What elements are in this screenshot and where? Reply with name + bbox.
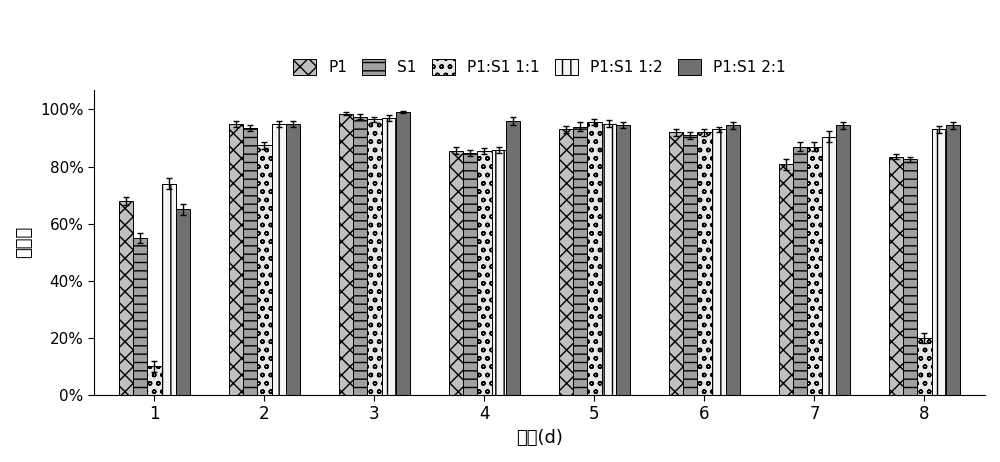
Bar bbox=[946, 125, 960, 395]
Bar bbox=[917, 338, 932, 395]
Bar bbox=[726, 125, 740, 395]
Bar bbox=[903, 159, 917, 395]
Bar bbox=[367, 120, 382, 395]
Bar bbox=[932, 129, 946, 395]
Bar bbox=[339, 114, 353, 395]
Bar bbox=[449, 151, 463, 395]
Bar bbox=[822, 137, 836, 395]
Bar bbox=[382, 118, 396, 395]
Bar bbox=[669, 132, 683, 395]
Bar bbox=[683, 135, 697, 395]
Bar bbox=[257, 145, 272, 395]
Bar bbox=[836, 125, 850, 395]
Bar bbox=[573, 127, 587, 395]
Bar bbox=[176, 209, 190, 395]
Bar bbox=[697, 132, 712, 395]
Bar bbox=[463, 153, 477, 395]
Bar bbox=[616, 125, 630, 395]
Bar bbox=[712, 129, 726, 395]
Bar bbox=[793, 146, 807, 395]
Bar bbox=[779, 164, 793, 395]
Bar bbox=[559, 129, 573, 395]
Bar bbox=[272, 124, 286, 395]
Bar bbox=[807, 146, 822, 395]
Bar bbox=[162, 184, 176, 395]
Bar bbox=[396, 112, 410, 395]
Bar bbox=[286, 124, 300, 395]
Bar bbox=[602, 124, 616, 395]
Bar bbox=[133, 238, 147, 395]
Bar bbox=[353, 116, 367, 395]
X-axis label: 时间(d): 时间(d) bbox=[516, 429, 563, 447]
Bar bbox=[243, 128, 257, 395]
Legend: P1, S1, P1:S1 1:1, P1:S1 1:2, P1:S1 2:1: P1, S1, P1:S1 1:1, P1:S1 1:2, P1:S1 2:1 bbox=[288, 55, 790, 79]
Bar bbox=[147, 366, 162, 395]
Y-axis label: 降解率: 降解率 bbox=[15, 226, 33, 258]
Bar bbox=[229, 124, 243, 395]
Bar bbox=[587, 122, 602, 395]
Bar bbox=[119, 201, 133, 395]
Bar bbox=[477, 151, 492, 395]
Bar bbox=[889, 157, 903, 395]
Bar bbox=[506, 121, 520, 395]
Bar bbox=[492, 150, 506, 395]
